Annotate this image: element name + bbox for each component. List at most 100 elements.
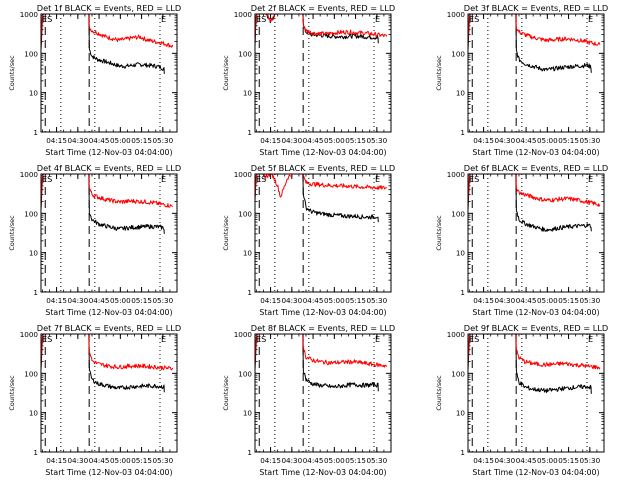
y-axis-label: Counts/sec: [222, 55, 230, 91]
x-tick-label: 04:30: [281, 456, 302, 465]
x-tick-label: 04:30: [281, 296, 302, 305]
panel-det-8f: Det 8f BLACK = Events, RED = LLD Counts/s…: [222, 323, 395, 477]
series-line-events: [467, 13, 592, 73]
plot-frame: [467, 13, 605, 133]
x-tick-label: 05:00: [537, 136, 558, 145]
y-axis-label: Counts/sec: [222, 215, 230, 251]
marker-label-es: ES: [469, 174, 479, 184]
y-tick-label: 10: [243, 89, 253, 98]
y-axis-label: Counts/sec: [222, 375, 230, 411]
y-tick-label: 100: [451, 209, 465, 218]
series-line-lld: [254, 173, 388, 198]
y-tick-label: 10: [29, 89, 39, 98]
x-tick-label: 04:15: [473, 136, 494, 145]
plot-frame: [467, 173, 605, 293]
x-tick-label: 04:15: [473, 296, 494, 305]
x-tick-label: 05:15: [558, 136, 579, 145]
y-tick-label: 100: [238, 209, 252, 218]
marker-label-e: E: [375, 174, 380, 184]
series-line-events: [254, 13, 379, 47]
x-tick-label: 04:45: [303, 136, 324, 145]
y-tick-label: 1: [247, 128, 252, 137]
plot-frame: [40, 333, 178, 453]
y-tick-label: 1000: [447, 330, 466, 339]
x-axis-label: Start Time (12-Nov-03 04:04:00): [472, 308, 599, 317]
y-tick-label: 1: [460, 128, 465, 137]
x-tick-label: 04:45: [516, 296, 537, 305]
y-tick-label: 100: [238, 49, 252, 58]
x-axis-label: Start Time (12-Nov-03 04:04:00): [45, 468, 172, 477]
marker-label-e: E: [161, 14, 166, 24]
marker-label-e: E: [588, 334, 593, 344]
y-axis-label: Counts/sec: [8, 55, 16, 91]
x-tick-label: 04:30: [494, 296, 515, 305]
x-tick-label: 05:15: [345, 136, 366, 145]
y-tick-label: 100: [24, 369, 38, 378]
x-tick-label: 05:00: [110, 296, 131, 305]
x-tick-label: 05:30: [579, 296, 600, 305]
marker-label-es: ES: [256, 14, 266, 24]
panel-det-7f: Det 7f BLACK = Events, RED = LLD Counts/s…: [8, 323, 181, 477]
y-tick-label: 1000: [234, 10, 253, 19]
series-line-events: [40, 13, 165, 74]
x-tick-label: 04:15: [46, 296, 67, 305]
panel-det-2f: Det 2f BLACK = Events, RED = LLD Counts/s…: [222, 3, 395, 157]
x-axis-label: Start Time (12-Nov-03 04:04:00): [259, 148, 386, 157]
x-tick-label: 04:30: [494, 456, 515, 465]
x-tick-label: 05:15: [558, 296, 579, 305]
y-tick-label: 100: [451, 49, 465, 58]
x-tick-label: 05:15: [345, 456, 366, 465]
panel-det-5f: Det 5f BLACK = Events, RED = LLD Counts/s…: [222, 163, 395, 317]
panel-title: Det 4f BLACK = Events, RED = LLD: [37, 163, 181, 173]
panel-title: Det 3f BLACK = Events, RED = LLD: [464, 3, 608, 13]
x-tick-label: 04:45: [89, 456, 110, 465]
x-tick-label: 04:15: [46, 456, 67, 465]
series-line-events: [467, 173, 592, 232]
y-tick-label: 1000: [447, 170, 466, 179]
series-line-events: [254, 173, 379, 223]
y-tick-label: 10: [456, 249, 466, 258]
x-tick-label: 05:15: [558, 456, 579, 465]
x-tick-label: 05:15: [345, 296, 366, 305]
y-tick-label: 100: [24, 209, 38, 218]
marker-label-e: E: [375, 14, 380, 24]
y-tick-label: 1000: [20, 330, 39, 339]
marker-label-es: ES: [42, 14, 52, 24]
series-line-lld: [40, 333, 174, 371]
y-tick-label: 10: [456, 89, 466, 98]
y-axis-label: Counts/sec: [435, 375, 443, 411]
x-tick-label: 05:00: [324, 136, 345, 145]
x-tick-label: 05:00: [110, 456, 131, 465]
series-line-lld: [467, 333, 601, 370]
y-tick-label: 10: [243, 409, 253, 418]
x-tick-label: 04:45: [516, 456, 537, 465]
x-tick-label: 05:30: [152, 136, 173, 145]
panel-title: Det 8f BLACK = Events, RED = LLD: [251, 323, 395, 333]
marker-label-es: ES: [469, 334, 479, 344]
panel-title: Det 1f BLACK = Events, RED = LLD: [37, 3, 181, 13]
x-tick-label: 04:30: [67, 136, 88, 145]
marker-label-es: ES: [42, 334, 52, 344]
marker-label-es: ES: [42, 174, 52, 184]
y-tick-label: 1: [247, 288, 252, 297]
marker-label-e: E: [588, 14, 593, 24]
y-tick-label: 1: [460, 448, 465, 457]
x-tick-label: 05:30: [366, 136, 387, 145]
marker-label-es: ES: [256, 334, 266, 344]
panel-det-6f: Det 6f BLACK = Events, RED = LLD Counts/s…: [435, 163, 608, 317]
x-tick-label: 05:30: [366, 296, 387, 305]
x-tick-label: 05:30: [579, 136, 600, 145]
plot-frame: [254, 173, 392, 293]
panel-det-9f: Det 9f BLACK = Events, RED = LLD Counts/s…: [435, 323, 608, 477]
panel-title: Det 6f BLACK = Events, RED = LLD: [464, 163, 608, 173]
panel-title: Det 9f BLACK = Events, RED = LLD: [464, 323, 608, 333]
x-tick-label: 04:45: [303, 296, 324, 305]
plot-frame: [254, 13, 392, 133]
x-tick-label: 04:45: [89, 136, 110, 145]
y-tick-label: 1: [33, 288, 38, 297]
y-tick-label: 10: [243, 249, 253, 258]
y-tick-label: 10: [29, 409, 39, 418]
x-tick-label: 05:00: [324, 456, 345, 465]
y-tick-label: 100: [451, 369, 465, 378]
